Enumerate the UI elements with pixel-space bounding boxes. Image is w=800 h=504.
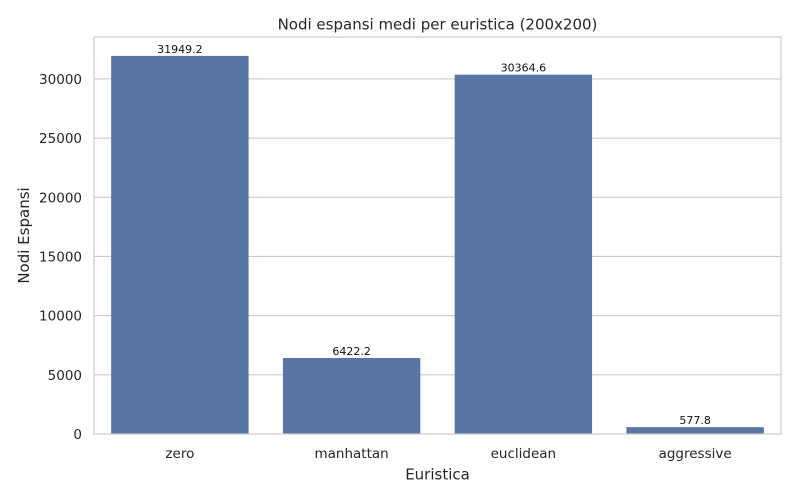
data-labels: 31949.2 6422.2 30364.6 577.8 [157, 43, 711, 427]
y-tick-label: 15000 [39, 249, 82, 265]
chart-title: Nodi espansi medi per euristica (200x200… [278, 16, 598, 34]
bars [111, 55, 764, 435]
x-tick-label: euclidean [491, 446, 557, 462]
y-tick-label: 30000 [39, 72, 82, 88]
x-axis-label: Euristica [405, 466, 470, 484]
y-tick-label: 0 [73, 427, 82, 443]
bar-aggressive [626, 427, 764, 434]
bar-zero [111, 55, 249, 435]
y-tick-label: 10000 [39, 309, 82, 325]
data-label: 6422.2 [332, 345, 371, 358]
data-label: 577.8 [679, 414, 711, 427]
bar-euclidean [454, 74, 593, 434]
data-label: 30364.6 [501, 62, 547, 75]
x-tick-labels: zero manhattan euclidean aggressive [165, 446, 731, 462]
y-axis-label: Nodi Espansi [15, 187, 33, 283]
bar-manhattan [282, 357, 421, 434]
x-tick-label: manhattan [315, 446, 389, 462]
y-tick-label: 20000 [39, 190, 82, 206]
x-tick-label: aggressive [659, 446, 732, 462]
x-tick-label: zero [165, 446, 194, 462]
y-tick-label: 25000 [39, 131, 82, 147]
y-tick-labels: 0 5000 10000 15000 20000 25000 30000 [39, 72, 82, 443]
data-label: 31949.2 [157, 43, 203, 56]
y-tick-label: 5000 [48, 368, 82, 384]
plot-frame [93, 36, 782, 435]
